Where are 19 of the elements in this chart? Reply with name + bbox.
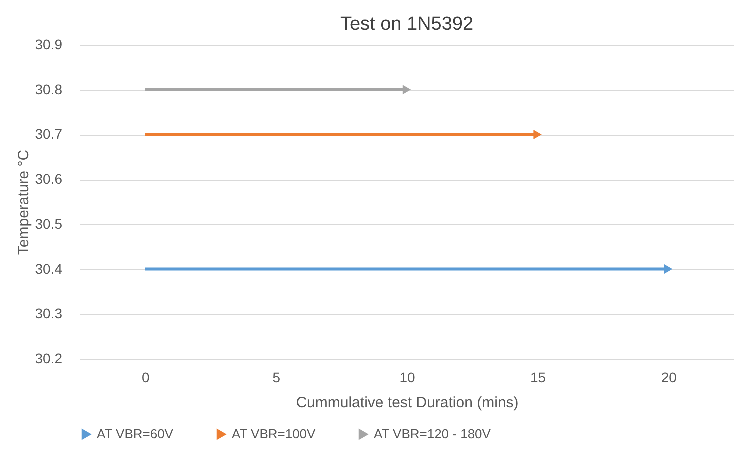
legend-label: AT VBR=100V xyxy=(232,426,316,442)
x-tick-label: 0 xyxy=(142,370,150,386)
x-tick-label: 5 xyxy=(272,370,281,386)
x-tick-label: 10 xyxy=(400,370,416,386)
y-tick-label: 30.4 xyxy=(35,260,63,277)
y-axis-title: Temperature °C xyxy=(15,150,32,256)
y-tick-label: 30.3 xyxy=(35,306,63,322)
chart-title: Test on 1N5392 xyxy=(340,14,474,35)
y-tick-label: 30.8 xyxy=(35,81,63,98)
x-tick-label: 15 xyxy=(530,370,546,386)
y-tick-label: 30.9 xyxy=(35,36,63,52)
y-tick-label: 30.7 xyxy=(35,126,63,142)
x-axis-title: Cummulative test Duration (mins) xyxy=(296,394,519,412)
y-tick-label: 30.6 xyxy=(35,171,63,188)
legend-label: AT VBR=120 - 180V xyxy=(374,426,492,442)
legend-label: AT VBR=60V xyxy=(97,426,174,442)
x-tick-label: 20 xyxy=(661,370,678,386)
y-tick-label: 30.5 xyxy=(35,216,63,232)
y-tick-label: 30.2 xyxy=(35,350,63,366)
